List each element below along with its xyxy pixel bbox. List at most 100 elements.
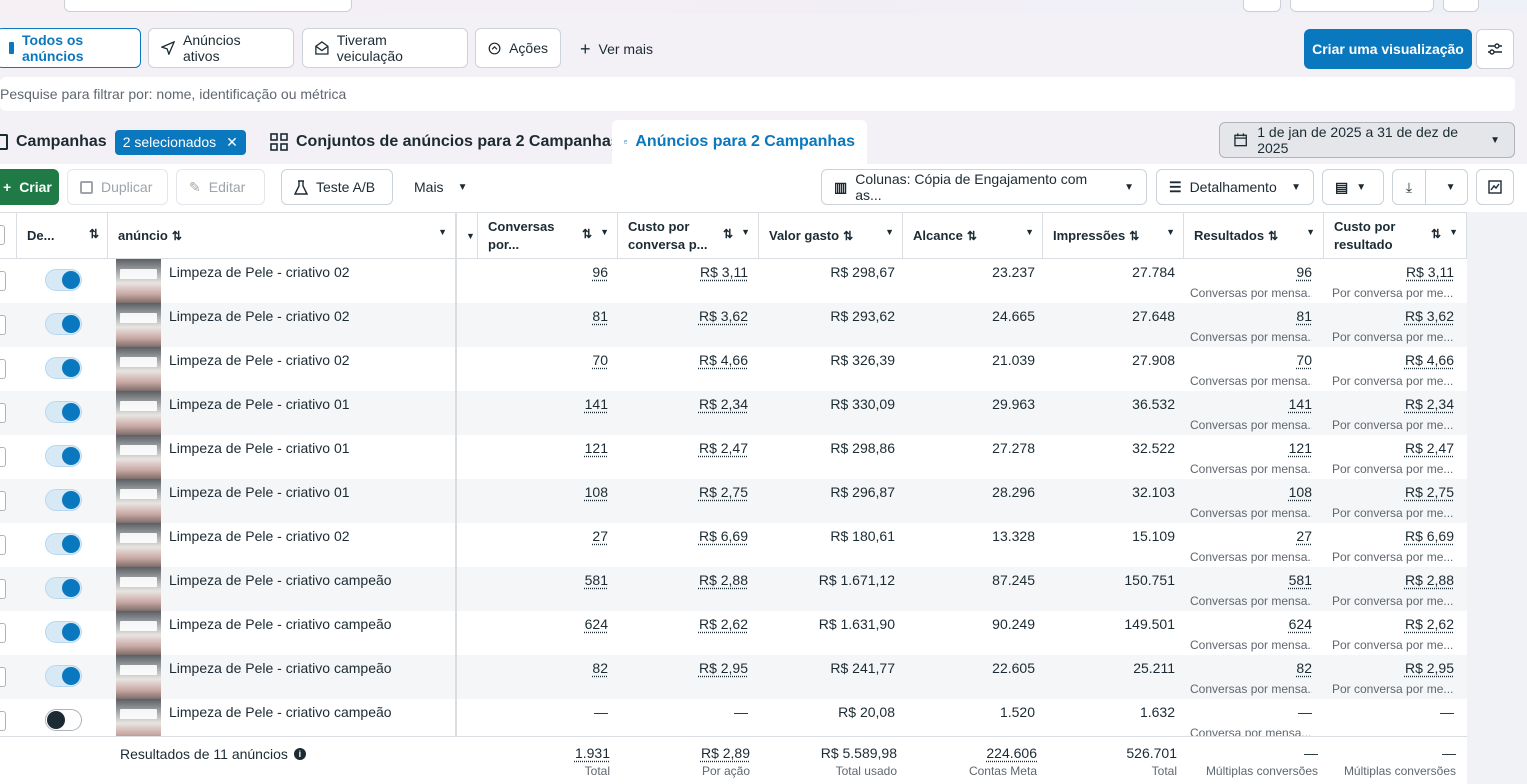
delivery-toggle[interactable] [45,313,82,335]
chevron-down-icon[interactable]: ▼ [438,227,447,237]
edit-button[interactable]: ✎ Editar [176,169,265,205]
filter-all-ads[interactable]: Todos os anúncios [0,28,141,68]
table-row[interactable]: Limpeza de Pele - criativo 01 108 R$ 2,75 R… [0,479,1467,523]
duplicate-button[interactable]: Duplicar [67,169,168,205]
row-checkbox[interactable] [0,271,6,291]
filter-actions[interactable]: Ações [475,28,561,68]
row-checkbox[interactable] [0,535,6,555]
delivery-toggle[interactable] [45,445,82,467]
header-ad[interactable]: anúncio ⇅ ▼ [108,213,456,259]
top-icon-button[interactable] [1443,0,1479,12]
delivery-toggle[interactable] [45,665,82,687]
breakdown-selector[interactable]: ☰ Detalhamento ▼ [1156,169,1314,205]
ad-thumbnail[interactable] [116,391,161,435]
reports-selector[interactable]: ▤ ▼ [1322,169,1384,205]
chevron-down-icon[interactable]: ▼ [885,227,894,237]
row-checkbox[interactable] [0,403,6,423]
header-delivery[interactable]: De... ⇅ [17,213,108,259]
row-checkbox[interactable] [0,667,6,687]
delivery-toggle[interactable] [45,401,82,423]
export-button[interactable]: ⤓ ▼ [1392,169,1468,205]
filter-active-ads[interactable]: Anúncios ativos [148,28,294,68]
tab-adsets[interactable]: Conjuntos de anúncios para 2 Campanhas [270,120,620,164]
table-row[interactable]: Limpeza de Pele - criativo 02 81 R$ 3,62 R$… [0,303,1467,347]
ad-thumbnail[interactable] [116,479,161,523]
table-row[interactable]: Limpeza de Pele - criativo campeão — — R$ 2… [0,699,1467,743]
row-checkbox[interactable] [0,579,6,599]
row-checkbox[interactable] [0,359,6,379]
sort-icon[interactable]: ⇅ [171,229,182,243]
chevron-down-icon[interactable]: ▼ [600,227,609,237]
header-reach[interactable]: Alcance ⇅ ▼ [903,213,1043,259]
create-button[interactable]: + Criar [0,169,59,205]
info-icon[interactable]: i [293,748,306,760]
chevron-down-icon[interactable]: ▼ [1166,227,1175,237]
chevron-down-icon[interactable]: ▼ [1025,227,1034,237]
header-cost-per-result[interactable]: Custo por resultado ⇅ ▼ [1324,213,1467,259]
sort-icon[interactable]: ⇅ [88,227,99,241]
delivery-toggle[interactable] [45,489,82,511]
ad-thumbnail[interactable] [116,523,161,567]
top-icon-button[interactable] [1243,0,1281,12]
ad-name[interactable]: Limpeza de Pele - criativo 02 [169,264,350,280]
sort-icon[interactable]: ⇅ [843,229,854,243]
ad-name[interactable]: Limpeza de Pele - criativo 01 [169,484,350,500]
ad-name[interactable]: Limpeza de Pele - criativo 02 [169,352,350,368]
row-checkbox[interactable] [0,711,6,731]
date-range-picker[interactable]: 1 de jan de 2025 a 31 de dez de 2025 ▼ [1219,122,1515,158]
sort-icon[interactable]: ⇅ [723,227,734,241]
create-view-button[interactable]: Criar uma visualização [1304,29,1472,69]
sort-icon[interactable]: ⇅ [1431,227,1442,241]
delivery-toggle[interactable] [45,533,82,555]
table-row[interactable]: Limpeza de Pele - criativo campeão 581 R$ … [0,567,1467,611]
ad-thumbnail[interactable] [116,655,161,699]
row-checkbox[interactable] [0,623,6,643]
table-row[interactable]: Limpeza de Pele - criativo 01 121 R$ 2,47 R… [0,435,1467,479]
ad-name[interactable]: Limpeza de Pele - criativo 01 [169,396,350,412]
ad-name[interactable]: Limpeza de Pele - criativo campeão [169,704,392,720]
chart-button[interactable] [1476,169,1514,205]
header-conversations[interactable]: Conversas por... ⇅ ▼ [478,213,618,259]
delivery-toggle[interactable] [45,269,82,291]
ad-thumbnail[interactable] [116,259,161,303]
ad-thumbnail[interactable] [116,347,161,391]
table-row[interactable]: Limpeza de Pele - criativo 01 141 R$ 2,34 R… [0,391,1467,435]
chevron-down-icon[interactable]: ▼ [1306,227,1315,237]
sort-icon[interactable]: ⇅ [966,229,977,243]
ad-name[interactable]: Limpeza de Pele - criativo campeão [169,660,392,676]
ad-name[interactable]: Limpeza de Pele - criativo campeão [169,572,392,588]
header-impressions[interactable]: Impressões ⇅ ▼ [1043,213,1184,259]
select-all-checkbox[interactable] [0,225,5,245]
search-input[interactable]: Pesquise para filtrar por: nome, identif… [0,77,1515,111]
ad-thumbnail[interactable] [116,611,161,655]
more-button[interactable]: Mais ▼ [402,169,482,205]
ad-thumbnail[interactable] [116,435,161,479]
ad-name[interactable]: Limpeza de Pele - criativo 02 [169,528,350,544]
table-row[interactable]: Limpeza de Pele - criativo 02 70 R$ 4,66 R$… [0,347,1467,391]
row-checkbox[interactable] [0,315,6,335]
chevron-down-icon[interactable]: ▼ [1449,227,1458,237]
ab-test-button[interactable]: Teste A/B [281,169,393,205]
top-menu-button[interactable] [1290,0,1434,12]
table-row[interactable]: Limpeza de Pele - criativo 02 96 R$ 3,11 R$… [0,259,1467,303]
sort-icon[interactable]: ⇅ [582,227,593,241]
settings-sliders-button[interactable] [1476,29,1514,69]
selected-chip[interactable]: 2 selecionados ✕ [114,129,246,155]
header-results[interactable]: Resultados ⇅ ▼ [1184,213,1324,259]
sort-icon[interactable]: ⇅ [1129,229,1140,243]
ad-name[interactable]: Limpeza de Pele - criativo 01 [169,440,350,456]
sort-icon[interactable]: ⇅ [1268,229,1279,243]
delivery-toggle[interactable] [45,709,82,731]
table-row[interactable]: Limpeza de Pele - criativo campeão 624 R$ … [0,611,1467,655]
columns-selector[interactable]: ▥ Colunas: Cópia de Engajamento com as..… [821,169,1147,205]
row-checkbox[interactable] [0,447,6,467]
ad-thumbnail[interactable] [116,303,161,347]
ad-thumbnail[interactable] [116,699,161,743]
ad-name[interactable]: Limpeza de Pele - criativo 02 [169,308,350,324]
ad-thumbnail[interactable] [116,567,161,611]
see-more-button[interactable]: + Ver mais [580,38,653,59]
select-all-header[interactable] [0,213,17,259]
close-icon[interactable]: ✕ [226,133,238,150]
ad-name[interactable]: Limpeza de Pele - criativo campeão [169,616,392,632]
delivery-toggle[interactable] [45,357,82,379]
